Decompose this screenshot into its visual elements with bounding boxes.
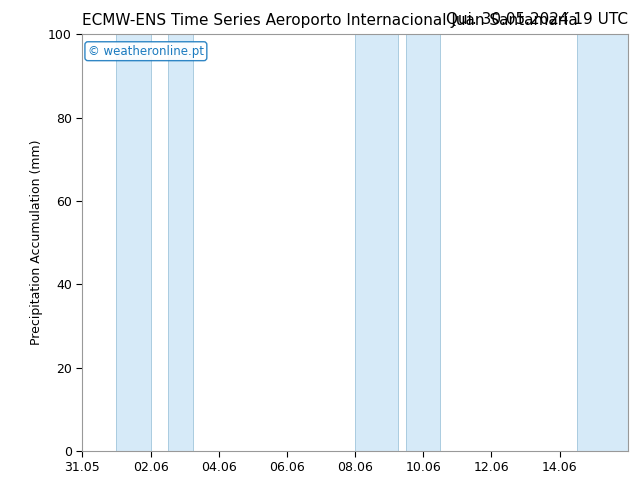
Text: Qui. 30.05.2024 19 UTC: Qui. 30.05.2024 19 UTC [446, 12, 628, 27]
Text: ECMW-ENS Time Series Aeroporto Internacional Juan Santamaría: ECMW-ENS Time Series Aeroporto Internaci… [82, 12, 578, 28]
Text: © weatheronline.pt: © weatheronline.pt [88, 45, 204, 58]
Bar [355, 34, 398, 451]
Bar [576, 34, 628, 451]
Bar [167, 34, 193, 451]
Bar [117, 34, 150, 451]
Y-axis label: Precipitation Accumulation (mm): Precipitation Accumulation (mm) [30, 140, 42, 345]
Bar [406, 34, 440, 451]
